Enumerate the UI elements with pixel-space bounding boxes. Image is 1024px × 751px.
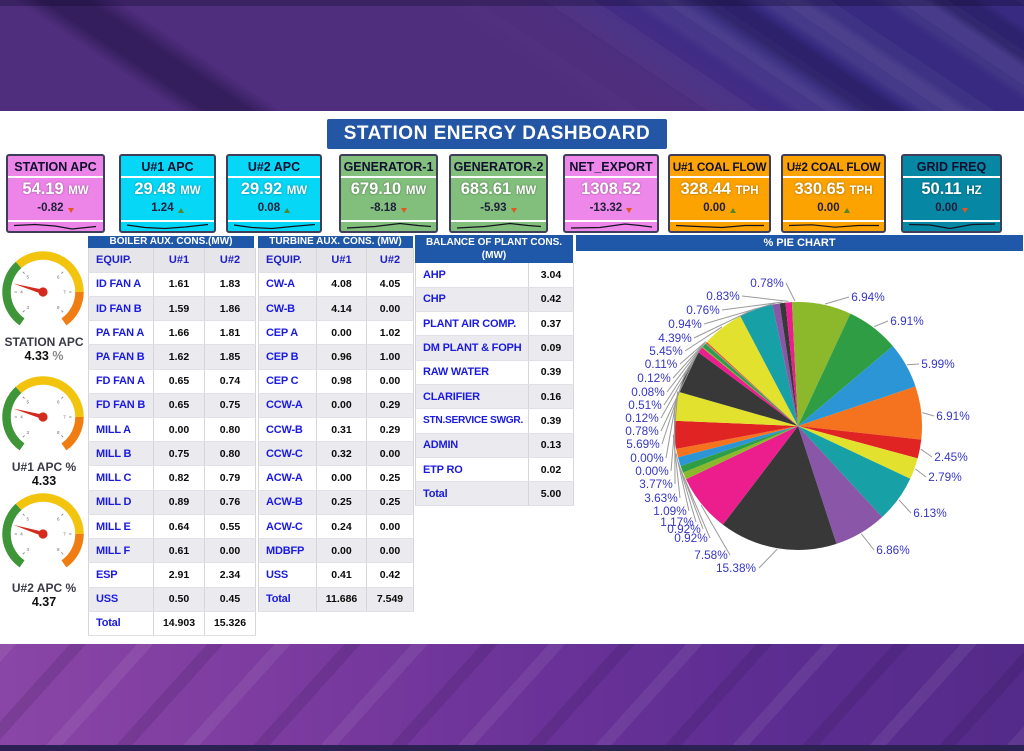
svg-text:6: 6	[57, 274, 60, 279]
svg-text:0.00%: 0.00%	[635, 464, 669, 478]
svg-text:0.92%: 0.92%	[674, 531, 708, 545]
svg-text:1.09%: 1.09%	[653, 504, 687, 518]
svg-text:5: 5	[27, 516, 30, 521]
svg-text:6: 6	[57, 399, 60, 404]
svg-text:0.78%: 0.78%	[750, 276, 784, 290]
svg-text:3.63%: 3.63%	[644, 491, 678, 505]
svg-text:4: 4	[20, 415, 23, 420]
svg-text:1.17%: 1.17%	[660, 515, 694, 529]
svg-text:8: 8	[57, 430, 60, 435]
svg-text:0.12%: 0.12%	[625, 411, 659, 425]
svg-text:7.58%: 7.58%	[694, 548, 728, 562]
svg-text:3: 3	[27, 305, 30, 310]
svg-text:5: 5	[27, 274, 30, 279]
svg-text:5.69%: 5.69%	[626, 437, 660, 451]
svg-text:6: 6	[57, 516, 60, 521]
svg-text:3: 3	[27, 430, 30, 435]
svg-text:0.76%: 0.76%	[686, 303, 720, 317]
svg-text:3: 3	[27, 547, 30, 552]
svg-text:6.86%: 6.86%	[876, 543, 910, 557]
svg-text:5: 5	[27, 399, 30, 404]
svg-text:0.51%: 0.51%	[628, 398, 662, 412]
svg-text:3.77%: 3.77%	[639, 477, 673, 491]
svg-text:0.00%: 0.00%	[630, 451, 664, 465]
svg-text:6.91%: 6.91%	[936, 409, 970, 423]
svg-text:7: 7	[63, 415, 66, 420]
svg-text:0.11%: 0.11%	[645, 357, 678, 371]
svg-text:2.79%: 2.79%	[928, 470, 962, 484]
svg-text:15.38%: 15.38%	[716, 561, 757, 575]
svg-text:7: 7	[63, 532, 66, 537]
svg-text:6.91%: 6.91%	[890, 314, 924, 328]
svg-text:8: 8	[57, 547, 60, 552]
svg-text:7: 7	[63, 290, 66, 295]
svg-text:4: 4	[20, 290, 23, 295]
svg-text:0.92%: 0.92%	[667, 522, 701, 536]
svg-text:4.39%: 4.39%	[658, 331, 692, 345]
svg-text:0.08%: 0.08%	[631, 385, 665, 399]
svg-text:0.94%: 0.94%	[668, 317, 702, 331]
svg-text:8: 8	[57, 305, 60, 310]
svg-text:0.83%: 0.83%	[706, 289, 740, 303]
svg-text:4: 4	[20, 532, 23, 537]
svg-text:5.45%: 5.45%	[649, 344, 683, 358]
svg-text:6.13%: 6.13%	[913, 506, 947, 520]
svg-text:0.78%: 0.78%	[625, 424, 659, 438]
svg-text:5.99%: 5.99%	[921, 357, 955, 371]
svg-text:6.94%: 6.94%	[851, 290, 885, 304]
svg-text:2.45%: 2.45%	[934, 450, 968, 464]
svg-text:0.12%: 0.12%	[637, 371, 671, 385]
